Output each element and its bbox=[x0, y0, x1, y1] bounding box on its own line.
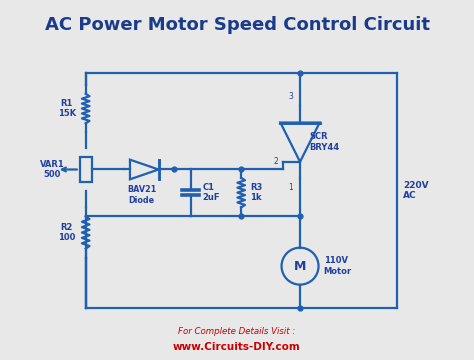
Text: M: M bbox=[294, 260, 306, 273]
Text: BAV21
Diode: BAV21 Diode bbox=[127, 185, 156, 205]
Text: For Complete Details Visit :: For Complete Details Visit : bbox=[178, 327, 296, 336]
Text: AC Power Motor Speed Control Circuit: AC Power Motor Speed Control Circuit bbox=[45, 15, 429, 33]
Text: R1
15K: R1 15K bbox=[58, 99, 76, 118]
Bar bbox=[80, 157, 91, 182]
Text: R3
1k: R3 1k bbox=[250, 183, 263, 202]
Text: 110V
Motor: 110V Motor bbox=[324, 256, 352, 276]
Text: 220V
AC: 220V AC bbox=[403, 181, 428, 200]
Text: C1
2uF: C1 2uF bbox=[202, 183, 220, 202]
Text: SCR
BRY44: SCR BRY44 bbox=[309, 132, 339, 152]
Text: www.Circuits-DIY.com: www.Circuits-DIY.com bbox=[173, 342, 301, 352]
Text: 3: 3 bbox=[288, 93, 293, 102]
Text: 2: 2 bbox=[273, 157, 278, 166]
Text: VAR1
500: VAR1 500 bbox=[40, 160, 64, 179]
Text: R2
100: R2 100 bbox=[58, 223, 75, 242]
Text: 1: 1 bbox=[288, 183, 293, 192]
